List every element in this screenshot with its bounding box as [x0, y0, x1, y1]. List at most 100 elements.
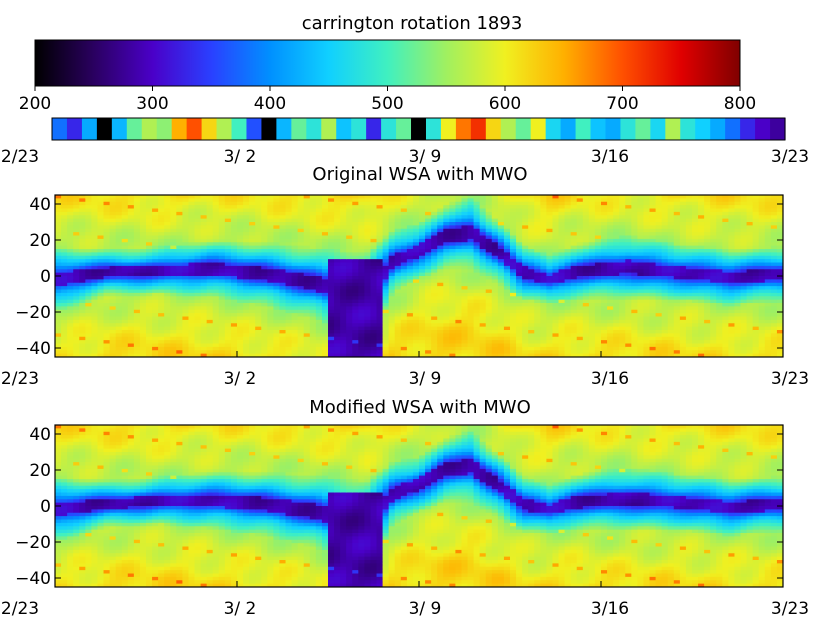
heatmap-cell [91, 346, 98, 351]
heatmap-cell [558, 330, 566, 334]
heatmap-cell [230, 333, 238, 338]
heatmap-cell [273, 205, 280, 209]
heatmap-cell [188, 343, 196, 348]
heatmap-cell [625, 218, 632, 223]
heatmap-cell [152, 201, 159, 206]
heatmap-cell [91, 269, 98, 274]
heatmap-cell [334, 205, 341, 209]
heatmap-cell [491, 309, 499, 314]
heatmap-cell [540, 333, 547, 338]
heatmap-cell [133, 235, 141, 240]
heatmap-cell [146, 201, 153, 206]
heatmap-cell [273, 340, 280, 344]
heatmap-cell [55, 316, 62, 321]
heatmap-cell [200, 292, 208, 297]
heatmap-cell [121, 303, 129, 307]
heatmap-cell [619, 269, 626, 274]
heatmap-cell [67, 346, 74, 351]
heatmap-cell [103, 326, 111, 331]
heatmap-cell [667, 343, 675, 348]
heatmap-cell [412, 269, 420, 274]
heatmap-cell [230, 252, 238, 257]
heatmap-cell [491, 330, 499, 334]
heatmap-cell [540, 319, 547, 324]
strip-cell [545, 118, 562, 140]
heatmap-cell [673, 218, 681, 223]
heatmap-cell [388, 303, 396, 307]
heatmap-cell [497, 340, 505, 344]
heatmap-cell [582, 198, 590, 203]
heatmap-cell [419, 218, 426, 223]
heatmap-cell [582, 330, 590, 334]
heatmap-cell [103, 330, 111, 334]
heatmap-cell [625, 279, 632, 284]
heatmap-cell [667, 269, 675, 274]
heatmap-cell [570, 218, 578, 223]
heatmap-cell [188, 232, 196, 236]
heatmap-cell [321, 336, 329, 341]
heatmap-cell [443, 255, 450, 260]
heatmap-cell [503, 303, 511, 307]
heatmap-cell [570, 269, 578, 274]
heatmap-cell [73, 232, 80, 236]
heatmap-cell [346, 340, 353, 344]
heatmap-cell [637, 195, 644, 199]
heatmap-cell [127, 238, 135, 243]
heatmap-cell [206, 232, 214, 236]
heatmap-cell [601, 330, 608, 334]
heatmap-cell [364, 269, 371, 274]
heatmap-cell [303, 252, 311, 257]
heatmap-cell [73, 309, 80, 314]
heatmap-cell [164, 313, 171, 317]
heatmap-cell [673, 208, 681, 213]
heatmap-cell [321, 215, 329, 220]
heatmap-cell [449, 255, 456, 260]
heatmap-cell [400, 259, 408, 263]
heatmap-cell [594, 330, 602, 334]
heatmap-cell [358, 272, 365, 277]
heatmap-cell [291, 333, 299, 338]
heatmap-cell [479, 313, 487, 317]
heatmap-cell [364, 282, 371, 287]
heatmap-cell [643, 319, 651, 324]
strip-cell [381, 118, 397, 140]
heatmap-cell [61, 282, 68, 287]
heatmap-cell [176, 309, 183, 314]
heatmap-cell [558, 319, 566, 324]
heatmap-cell [516, 252, 523, 257]
heatmap-cell [412, 319, 420, 324]
heatmap-cell [364, 245, 371, 250]
heatmap-cell [303, 286, 311, 290]
heatmap-cell [540, 340, 547, 344]
heatmap-cell [528, 289, 535, 294]
heatmap-cell [352, 218, 359, 223]
heatmap-cell [510, 279, 517, 284]
heatmap-cell [182, 218, 189, 223]
heatmap-cell [55, 340, 62, 344]
heatmap-cell [588, 276, 596, 280]
heatmap-cell [139, 225, 147, 230]
heatmap-cell [643, 303, 651, 307]
heatmap-cell [546, 272, 553, 277]
heatmap-cell [127, 255, 135, 260]
heatmap-cell [370, 343, 378, 348]
heatmap-cell [473, 215, 481, 220]
heatmap-cell [55, 336, 62, 341]
heatmap-cell [97, 292, 105, 297]
heatmap-cell [255, 336, 262, 341]
heatmap-cell [303, 211, 311, 216]
heatmap-cell [309, 225, 317, 230]
heatmap-cell [79, 265, 86, 270]
heatmap-cell [127, 228, 135, 233]
heatmap-cell [73, 211, 80, 216]
heatmap-cell [285, 279, 293, 284]
heatmap-cell [667, 232, 675, 236]
heatmap-cell [346, 255, 353, 260]
heatmap-cell [540, 272, 547, 277]
heatmap-cell [522, 272, 529, 277]
heatmap-cell [358, 316, 365, 321]
heatmap-cell [164, 269, 171, 274]
heatmap-cell [133, 228, 141, 233]
heatmap-cell [643, 326, 651, 331]
heatmap-cell [334, 211, 341, 216]
